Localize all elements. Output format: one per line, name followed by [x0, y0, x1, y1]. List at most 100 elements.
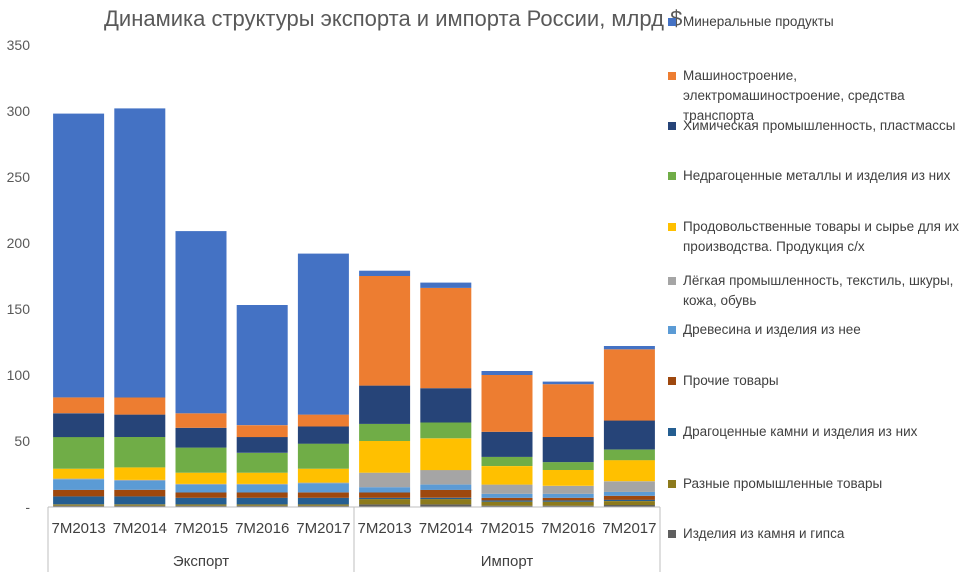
bar-segment: [481, 466, 533, 485]
legend-item: Древесина и изделия из нее: [668, 320, 960, 340]
bar-segment: [542, 501, 594, 506]
bar-segment: [297, 426, 349, 444]
legend-item: Машиностроение, электромашиностроение, с…: [668, 66, 960, 126]
bar-segment: [603, 346, 655, 350]
bar-segment: [114, 397, 166, 415]
bar-segment: [420, 388, 472, 423]
legend-item: Химическая промышленность, пластмассы: [668, 116, 960, 136]
bar-segment: [420, 282, 472, 288]
bar-segment: [603, 349, 655, 421]
bar-segment: [175, 497, 227, 505]
bar-segment: [542, 470, 594, 486]
legend-item: Минеральные продукты: [668, 12, 960, 32]
y-tick-label: -: [25, 499, 30, 515]
legend-item: Лёгкая промышленность, текстиль, шкуры, …: [668, 271, 960, 311]
group-label: Экспорт: [173, 553, 229, 570]
bar-segment: [603, 481, 655, 492]
bar-segment: [53, 113, 105, 398]
legend-item: Драгоценные камни и изделия из них: [668, 422, 960, 442]
bar-segment: [359, 487, 411, 493]
legend-swatch: [668, 72, 676, 80]
bar-segment: [603, 449, 655, 461]
legend-label: Драгоценные камни и изделия из них: [683, 424, 918, 439]
bar-segment: [236, 305, 288, 426]
bar-segment: [53, 478, 105, 480]
bar-segment: [603, 491, 655, 496]
bar-segment: [542, 505, 594, 507]
legend-label: Изделия из камня и гипса: [683, 526, 845, 541]
bar-segment: [603, 420, 655, 450]
bar-segment: [175, 483, 227, 485]
bar-segment: [236, 484, 288, 493]
bar-segment: [420, 499, 472, 505]
x-tick-label: 7M2016: [235, 520, 289, 537]
bar-segment: [53, 505, 105, 507]
bar-segment: [420, 497, 472, 500]
bar-segment: [359, 385, 411, 424]
legend-item: Продовольственные товары и сырье для их …: [668, 217, 960, 257]
bar-segment: [53, 496, 105, 505]
bar-segment: [481, 456, 533, 466]
bar-segment: [297, 483, 349, 493]
bar-segment: [236, 504, 288, 506]
bar-segment: [175, 231, 227, 414]
legend-swatch: [668, 480, 676, 488]
bar-segment: [114, 414, 166, 437]
legend-swatch: [668, 223, 676, 231]
y-tick-label: 150: [7, 301, 31, 317]
legend-label: Лёгкая промышленность, текстиль, шкуры, …: [683, 273, 954, 308]
bar-segment: [542, 381, 594, 385]
bar-segment: [53, 397, 105, 414]
bar-segment: [542, 493, 594, 498]
legend-label: Прочие товары: [683, 373, 779, 388]
bar-segment: [175, 504, 227, 506]
legend-label: Продовольственные товары и сырье для их …: [683, 219, 959, 254]
bar-segment: [53, 468, 105, 479]
bar-segment: [236, 452, 288, 473]
bar-segment: [481, 500, 533, 502]
bar-segment: [175, 413, 227, 428]
bar-segment: [481, 371, 533, 375]
bar-segment: [359, 497, 411, 500]
bar-segment: [114, 505, 166, 507]
bar-segment: [175, 472, 227, 484]
legend-label: Древесина и изделия из нее: [683, 322, 861, 337]
bar-segment: [297, 504, 349, 506]
legend-swatch: [668, 530, 676, 538]
bar-segment: [53, 413, 105, 438]
bar-segment: [481, 493, 533, 498]
bar-segment: [114, 480, 166, 490]
legend-swatch: [668, 377, 676, 385]
group-label: Импорт: [481, 553, 534, 570]
bar-segment: [359, 441, 411, 473]
bar-segment: [175, 492, 227, 498]
y-tick-label: 100: [7, 367, 31, 383]
legend-swatch: [668, 18, 676, 26]
legend-label: Минеральные продукты: [683, 14, 834, 29]
y-tick-label: 300: [7, 103, 31, 119]
bar-segment: [542, 462, 594, 470]
x-tick-label: 7M2014: [419, 520, 473, 537]
y-tick-label: 200: [7, 235, 31, 251]
bar-segment: [297, 482, 349, 484]
x-tick-label: 7M2017: [296, 520, 350, 537]
bar-segment: [420, 438, 472, 471]
bar-segment: [481, 505, 533, 507]
bar-segment: [236, 505, 288, 507]
bar-segment: [359, 492, 411, 498]
bar-segment: [359, 423, 411, 441]
legend-swatch: [668, 326, 676, 334]
legend-swatch: [668, 122, 676, 130]
stacked-bar-chart: - 50 100 150 200 250 300 350 7M2013 7M2014 7M2015 7…: [7, 37, 661, 572]
legend-label: Недрагоценные металлы и изделия из них: [683, 168, 951, 183]
bar-segment: [420, 504, 472, 507]
x-tick-label: 7M2017: [602, 520, 656, 537]
legend-label: Химическая промышленность, пластмассы: [683, 118, 956, 133]
bar-segment: [359, 472, 411, 488]
bar-segment: [236, 472, 288, 484]
bar-segment: [420, 470, 472, 485]
bar-segment: [481, 497, 533, 501]
bar-segment: [236, 492, 288, 498]
bar-segment: [236, 437, 288, 453]
y-tick-label: 250: [7, 169, 31, 185]
